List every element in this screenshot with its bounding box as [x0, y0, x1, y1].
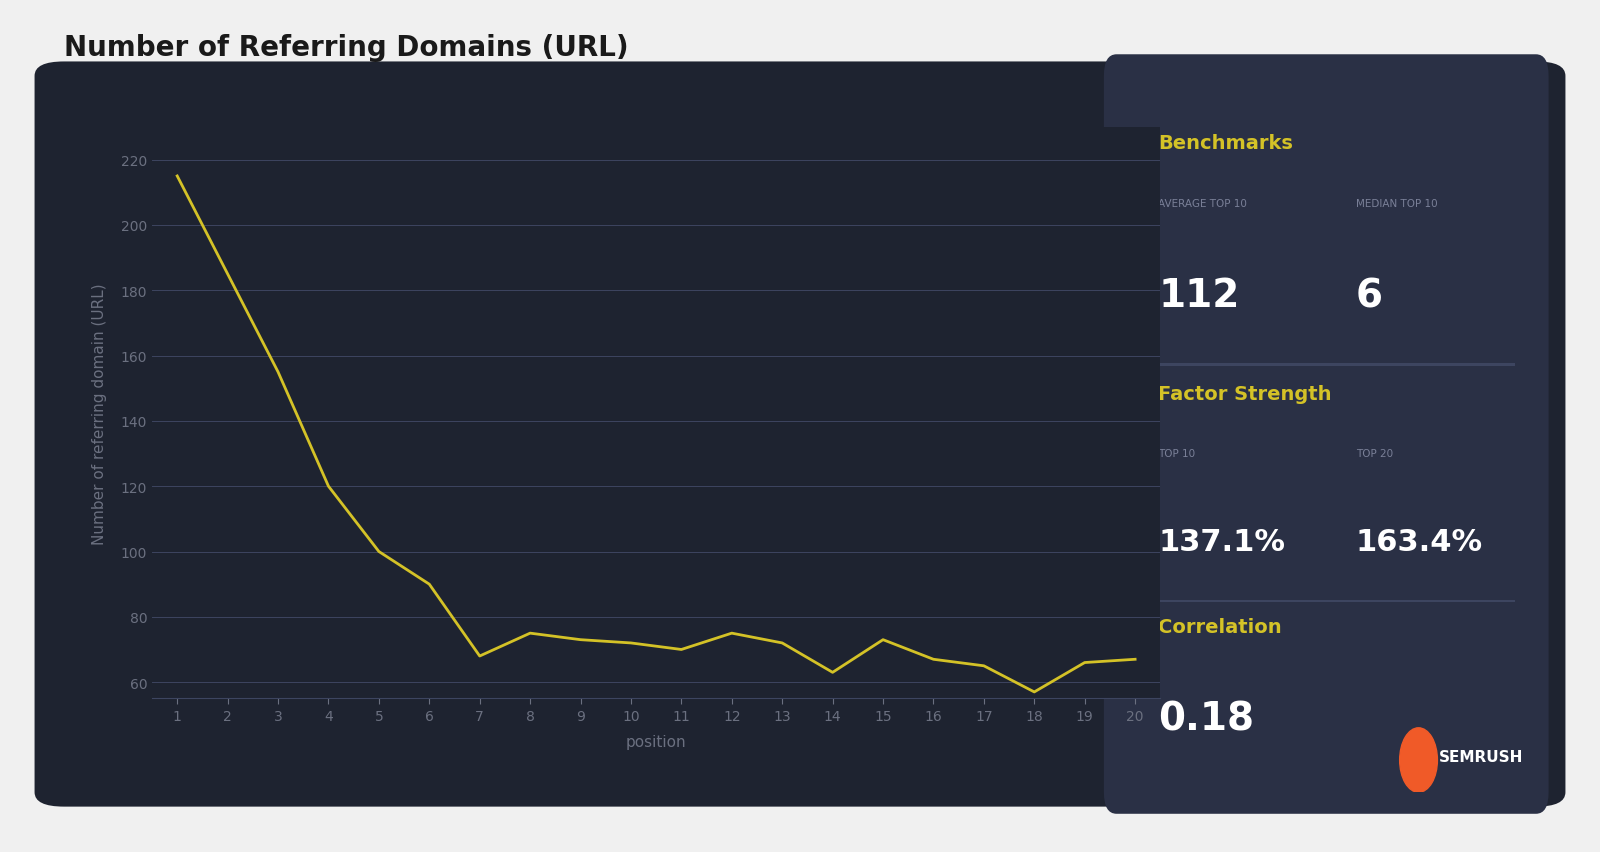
Text: AVERAGE TOP 10: AVERAGE TOP 10: [1158, 199, 1248, 209]
Text: Correlation: Correlation: [1158, 617, 1282, 636]
Text: TOP 20: TOP 20: [1355, 449, 1392, 459]
Bar: [1138, 364, 1515, 366]
Text: SEMRUSH: SEMRUSH: [1438, 749, 1523, 763]
Text: Number of Referring Domains (URL): Number of Referring Domains (URL): [64, 34, 629, 62]
Text: MEDIAN TOP 10: MEDIAN TOP 10: [1355, 199, 1437, 209]
Text: 163.4%: 163.4%: [1355, 527, 1483, 556]
FancyBboxPatch shape: [35, 62, 1565, 807]
FancyBboxPatch shape: [1104, 55, 1549, 814]
Text: 112: 112: [1158, 277, 1240, 315]
Text: 6: 6: [1355, 277, 1382, 315]
Text: Factor Strength: Factor Strength: [1158, 384, 1331, 403]
Circle shape: [1400, 728, 1437, 792]
Text: 137.1%: 137.1%: [1158, 527, 1285, 556]
X-axis label: position: position: [626, 734, 686, 749]
Text: 0.18: 0.18: [1158, 699, 1254, 737]
Bar: [1138, 600, 1515, 602]
Y-axis label: Number of referring domain (URL): Number of referring domain (URL): [91, 283, 107, 544]
Text: Benchmarks: Benchmarks: [1158, 134, 1293, 153]
Text: TOP 10: TOP 10: [1158, 449, 1195, 459]
Text: ❯: ❯: [1414, 755, 1424, 766]
